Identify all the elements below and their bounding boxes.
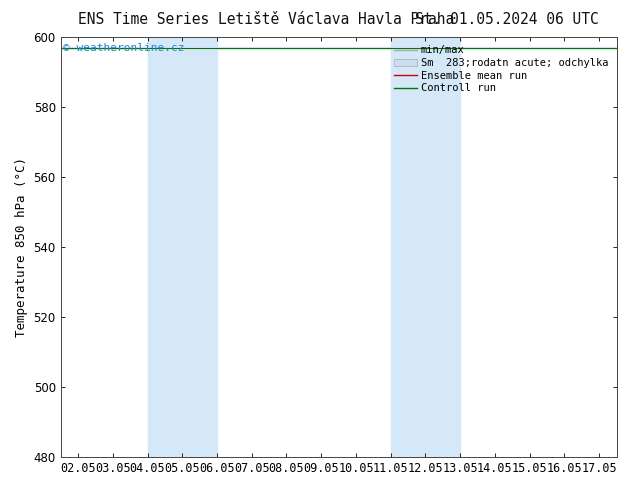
Text: St. 01.05.2024 06 UTC: St. 01.05.2024 06 UTC (415, 12, 599, 27)
Bar (148, 37, 217, 457)
Text: ENS Time Series Letiště Václava Havla Praha: ENS Time Series Letiště Václava Havla Pr… (78, 12, 455, 27)
Y-axis label: Temperature 850 hPa (°C): Temperature 850 hPa (°C) (15, 157, 28, 337)
Bar (391, 37, 460, 457)
Text: © weatheronline.cz: © weatheronline.cz (63, 44, 185, 53)
Legend: min/max, Sm  283;rodatn acute; odchylka, Ensemble mean run, Controll run: min/max, Sm 283;rodatn acute; odchylka, … (391, 42, 611, 97)
